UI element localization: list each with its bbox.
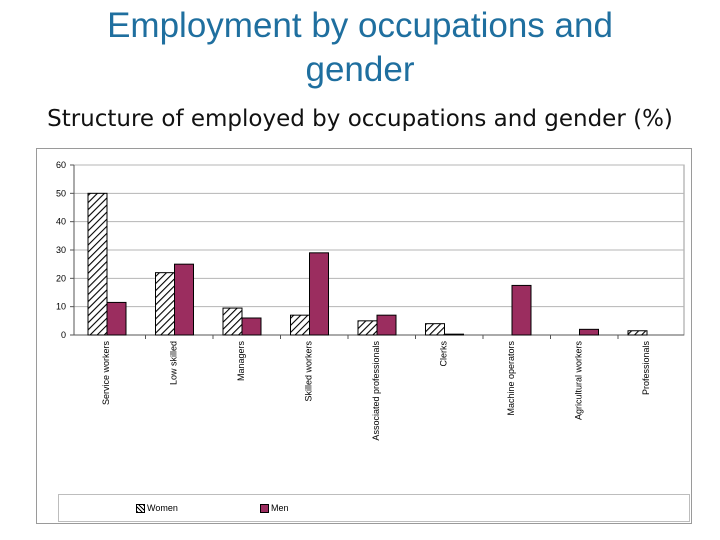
- category-label: Machine operators: [506, 341, 516, 416]
- bar-women: [357, 320, 378, 336]
- y-tick-label: 40: [56, 217, 66, 227]
- bar-women: [87, 192, 108, 336]
- bar-men: [511, 284, 532, 336]
- bar-women: [425, 323, 445, 336]
- legend-label-men: Men: [271, 503, 289, 513]
- category-label: Professionals: [641, 341, 651, 396]
- y-tick-label: 10: [56, 302, 66, 312]
- category-label: Managers: [236, 341, 246, 382]
- bar-men: [106, 301, 127, 336]
- bar-women: [155, 272, 175, 336]
- y-tick-label: 0: [61, 330, 66, 340]
- bar-men: [444, 333, 464, 336]
- bar-women: [627, 330, 648, 336]
- slide-title-text: Employment by occupations and gender: [0, 4, 720, 92]
- slide-title-line-1: Employment by occupations and: [107, 6, 613, 45]
- bar-men: [579, 328, 599, 336]
- legend-item-women: Women: [136, 503, 178, 513]
- category-label: Skilled workers: [304, 341, 314, 402]
- bar-women: [290, 314, 310, 336]
- legend-swatch-women: [136, 503, 145, 513]
- y-tick-label: 20: [56, 273, 66, 283]
- slide-title: Employment by occupations and gender: [0, 4, 720, 92]
- legend-label-women: Women: [147, 503, 178, 513]
- slide-title-line-2: gender: [305, 50, 415, 89]
- category-label: Clerks: [439, 341, 449, 367]
- y-tick-label: 30: [56, 245, 66, 255]
- chart-title: Structure of employed by occupations and…: [47, 106, 673, 132]
- bar-men: [376, 314, 397, 336]
- category-label: Low skilled: [169, 341, 179, 385]
- y-tick-label: 50: [56, 188, 66, 198]
- category-label: Service workers: [101, 341, 111, 406]
- y-tick-label: 60: [56, 160, 66, 170]
- bar-women: [222, 307, 243, 336]
- category-label: Agricultural workers: [574, 341, 584, 421]
- legend: Women Men: [58, 494, 690, 522]
- bar-men: [174, 263, 194, 336]
- category-label: Associated professionals: [371, 341, 381, 441]
- bar-men: [309, 252, 329, 336]
- legend-swatch-men: [260, 503, 269, 513]
- legend-item-men: Men: [260, 503, 289, 513]
- bar-men: [241, 317, 262, 336]
